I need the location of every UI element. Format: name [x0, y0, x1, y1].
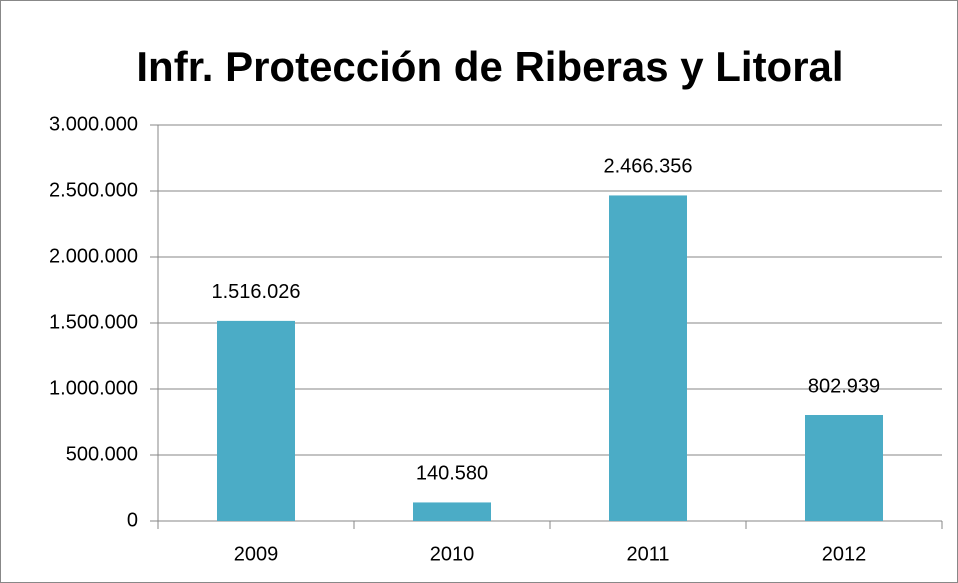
data-label: 802.939 [808, 375, 880, 397]
y-tick-label: 1.500.000 [49, 311, 138, 333]
x-tick-label: 2011 [626, 543, 669, 565]
y-tick-label: 3.000.000 [49, 113, 138, 135]
x-tick-label: 2012 [822, 543, 867, 565]
y-tick-label: 500.000 [66, 443, 138, 465]
bar [805, 415, 883, 521]
y-tick-label: 2.000.000 [49, 245, 138, 267]
data-label: 140.580 [416, 463, 488, 485]
x-tick-label: 2009 [234, 543, 279, 565]
y-tick-label: 0 [127, 509, 138, 531]
y-tick-label: 1.000.000 [49, 377, 138, 399]
chart-title: Infr. Protección de Riberas y Litoral [136, 43, 843, 90]
y-tick-label: 2.500.000 [49, 179, 138, 201]
x-tick-label: 2010 [430, 543, 475, 565]
bar [609, 195, 687, 521]
bar [217, 320, 295, 521]
data-label: 1.516.026 [212, 281, 301, 303]
data-label: 2.466.356 [604, 156, 693, 178]
bar [413, 502, 491, 521]
